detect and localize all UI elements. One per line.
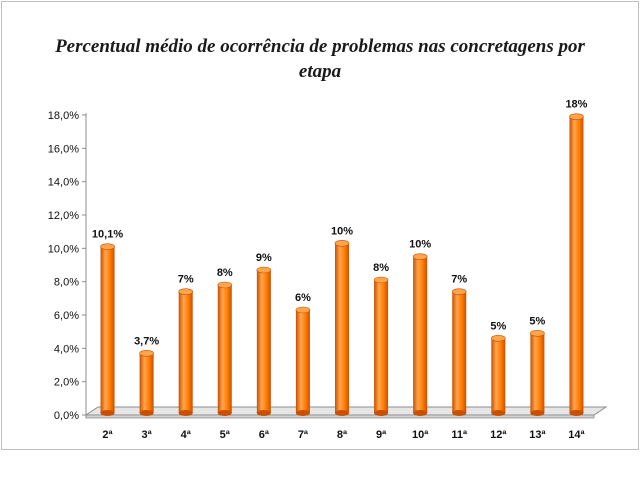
data-label: 10%: [409, 239, 431, 251]
y-tick-label: 2,0%: [54, 377, 79, 389]
bar-top: [217, 281, 233, 289]
bar-top: [491, 335, 506, 342]
bar-body: [100, 246, 115, 413]
data-label: 8%: [217, 267, 233, 279]
x-tick-label: 4ª: [181, 429, 192, 441]
bar: [178, 288, 193, 416]
bar-base: [217, 410, 232, 416]
bar-top: [569, 113, 584, 120]
bar: [373, 276, 389, 416]
chart-axes: 0,0% 2,0% 4,0% 6,0% 8,0% 10,0% 12,0% 14,0% 16,0%…: [48, 110, 608, 422]
bar-body: [491, 338, 506, 413]
bar-top: [334, 240, 350, 247]
x-tick-label: 10ª: [412, 429, 429, 441]
bars-group: [100, 113, 584, 416]
bar-body: [335, 243, 349, 413]
data-label: 9%: [256, 252, 272, 264]
bar-top: [100, 243, 115, 250]
x-tick-label: 5ª: [220, 429, 231, 441]
y-tick-label: 12,0%: [48, 210, 79, 222]
data-label: 7%: [451, 274, 467, 286]
x-tick-label: 6ª: [259, 429, 270, 441]
bar: [295, 306, 311, 416]
bar: [530, 330, 545, 416]
bar-body: [256, 270, 271, 413]
bar-body: [178, 291, 193, 413]
bar-base: [374, 410, 389, 416]
bar-top: [451, 288, 467, 295]
bar: [139, 350, 154, 416]
bar-base: [100, 410, 115, 416]
bar: [569, 113, 584, 416]
y-tick-label: 8,0%: [54, 277, 79, 289]
bar-top: [256, 266, 272, 274]
bar-top: [295, 306, 311, 314]
data-label: 6%: [295, 292, 311, 304]
y-tick-label: 4,0%: [54, 343, 79, 355]
data-label: 5%: [490, 320, 506, 332]
x-tick-label: 2ª: [102, 429, 113, 441]
bar-base: [295, 410, 310, 416]
bar-base: [452, 410, 467, 416]
bar-base: [139, 410, 154, 416]
x-tick-label: 8ª: [337, 429, 348, 441]
bar-base: [413, 410, 428, 416]
y-tick-label: 14,0%: [48, 177, 79, 189]
bar-top: [178, 288, 193, 295]
bar-top: [139, 350, 154, 357]
data-label: 18%: [565, 99, 587, 111]
bar-top: [412, 253, 428, 260]
y-tick-label: 6,0%: [54, 310, 79, 322]
bar-body: [139, 353, 154, 413]
bar-body: [295, 310, 310, 413]
x-tick-label: 12ª: [490, 429, 507, 441]
x-tick-label: 11ª: [451, 429, 468, 441]
y-tick-label: 0,0%: [54, 410, 79, 422]
bar: [412, 253, 428, 416]
data-label: 8%: [373, 262, 389, 274]
bar-body: [569, 116, 584, 414]
data-label: 5%: [529, 315, 545, 327]
bar-base: [530, 410, 545, 416]
x-tick-label: 3ª: [142, 429, 153, 441]
bar-base: [335, 410, 349, 416]
bar-base: [256, 410, 271, 416]
bar-top: [530, 330, 545, 337]
bar: [451, 288, 467, 416]
data-label: 10%: [331, 225, 353, 237]
bar: [100, 243, 115, 416]
x-tick-label: 9ª: [376, 429, 387, 441]
chart-title: Percentual médio de ocorrência de proble…: [55, 36, 585, 82]
labels-group: 10,1% 2ª 3,7% 3ª 7% 4ª 8% 5ª 9% 6ª 6% 7ª 10% 8ª 8% 9ª 10…: [92, 99, 588, 441]
y-tick-label: 10,0%: [48, 243, 79, 255]
bar-body: [452, 291, 467, 413]
y-tick-label: 16,0%: [48, 143, 79, 155]
bar: [256, 266, 272, 416]
x-tick-label: 7ª: [298, 429, 309, 441]
bar: [217, 281, 233, 416]
bar-base: [178, 410, 193, 416]
bar-body: [217, 285, 232, 413]
bar-body: [413, 256, 428, 413]
x-tick-label: 14ª: [568, 429, 585, 441]
bar-body: [374, 280, 389, 413]
y-tick-label: 18,0%: [48, 110, 79, 122]
bar: [491, 335, 506, 416]
data-label: 3,7%: [134, 335, 159, 347]
bar-base: [491, 410, 506, 416]
data-label: 10,1%: [92, 229, 123, 241]
bar-base: [569, 410, 584, 416]
bar: [334, 240, 350, 416]
x-tick-label: 13ª: [529, 429, 546, 441]
data-label: 7%: [178, 274, 194, 286]
bar-body: [530, 333, 545, 413]
bar-top: [373, 276, 389, 284]
